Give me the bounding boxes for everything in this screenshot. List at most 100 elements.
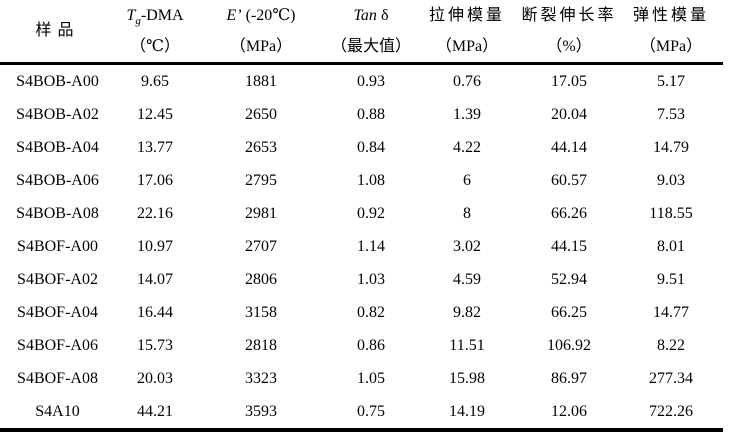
value-cell: 2650 xyxy=(245,105,277,123)
value-cell: 722.26 xyxy=(649,402,693,420)
sample-name-cell: S4BOF-A08 xyxy=(17,369,98,387)
value-cell: 0.84 xyxy=(357,138,385,156)
value-cell: 2806 xyxy=(245,270,277,288)
value-cell: 1.14 xyxy=(357,237,385,255)
value-cell: 1.05 xyxy=(357,369,385,387)
value-cell: 3593 xyxy=(245,402,277,420)
sample-name-cell: S4BOB-A04 xyxy=(16,138,99,156)
properties-data-table: 样品 Tg-DMA （℃） E’ (-20℃) （MPa） Tan δ （最大值… xyxy=(0,0,723,432)
table-row: S4BOF-A04 16.44 3158 0.82 9.82 66.25 14.77 xyxy=(0,296,723,329)
value-cell: 0.86 xyxy=(357,336,385,354)
value-cell: 52.94 xyxy=(551,270,587,288)
table-row: S4BOB-A02 12.45 2650 0.88 1.39 20.04 7.53 xyxy=(0,98,723,131)
table-row: S4BOF-A00 10.97 2707 1.14 3.02 44.15 8.01 xyxy=(0,230,723,263)
value-cell: 14.77 xyxy=(653,303,689,321)
col-header-elastic-modulus: 弹性模量 （MPa） xyxy=(619,0,723,65)
value-cell: 14.79 xyxy=(653,138,689,156)
value-cell: 44.15 xyxy=(551,237,587,255)
value-cell: 16.44 xyxy=(137,303,173,321)
value-cell: 8.01 xyxy=(657,237,685,255)
value-cell: 2653 xyxy=(245,138,277,156)
value-cell: 14.19 xyxy=(449,402,485,420)
sample-name-cell: S4BOF-A02 xyxy=(17,270,98,288)
value-cell: 14.07 xyxy=(137,270,173,288)
col-header-tan-delta-label: Tan δ xyxy=(353,7,389,24)
value-cell: 15.73 xyxy=(137,336,173,354)
value-cell: 3.02 xyxy=(453,237,481,255)
sample-name-cell: S4BOB-A02 xyxy=(16,105,99,123)
paper-table-container: 样品 Tg-DMA （℃） E’ (-20℃) （MPa） Tan δ （最大值… xyxy=(0,0,723,432)
value-cell: 0.76 xyxy=(453,72,481,90)
value-cell: 12.45 xyxy=(137,105,173,123)
value-cell: 2795 xyxy=(245,171,277,189)
col-header-tg-dma-label: Tg-DMA xyxy=(126,7,184,28)
value-cell: 2981 xyxy=(245,204,277,222)
value-cell: 277.34 xyxy=(649,369,693,387)
value-cell: 0.82 xyxy=(357,303,385,321)
value-cell: 1.39 xyxy=(453,105,481,123)
value-cell: 8.22 xyxy=(657,336,685,354)
col-header-elastic-modulus-unit: （MPa） xyxy=(639,38,703,55)
col-header-storage-modulus: E’ (-20℃) （MPa） xyxy=(195,0,327,65)
value-cell: 17.06 xyxy=(137,171,173,189)
value-cell: 2707 xyxy=(245,237,277,255)
value-cell: 7.53 xyxy=(657,105,685,123)
value-cell: 4.22 xyxy=(453,138,481,156)
sample-name-cell: S4BOB-A08 xyxy=(16,204,99,222)
table-row: S4BOF-A02 14.07 2806 1.03 4.59 52.94 9.51 xyxy=(0,263,723,296)
value-cell: 22.16 xyxy=(137,204,173,222)
value-cell: 66.26 xyxy=(551,204,587,222)
value-cell: 8 xyxy=(463,204,471,222)
value-cell: 12.06 xyxy=(551,402,587,420)
sample-name-cell: S4BOF-A04 xyxy=(17,303,98,321)
value-cell: 118.55 xyxy=(649,204,693,222)
value-cell: 1.08 xyxy=(357,171,385,189)
value-cell: 9.65 xyxy=(141,72,169,90)
table-row: S4BOB-A08 22.16 2981 0.92 8 66.26 118.55 xyxy=(0,197,723,230)
sample-name-cell: S4BOF-A06 xyxy=(17,336,98,354)
value-cell: 1.03 xyxy=(357,270,385,288)
value-cell: 4.59 xyxy=(453,270,481,288)
value-cell: 20.03 xyxy=(137,369,173,387)
value-cell: 6 xyxy=(463,171,471,189)
value-cell: 0.92 xyxy=(357,204,385,222)
col-header-storage-modulus-unit: （MPa） xyxy=(229,38,293,55)
table-row: S4BOB-A00 9.65 1881 0.93 0.76 17.05 5.17 xyxy=(0,64,723,99)
value-cell: 17.05 xyxy=(551,72,587,90)
value-cell: 66.25 xyxy=(551,303,587,321)
table-row: S4BOB-A06 17.06 2795 1.08 6 60.57 9.03 xyxy=(0,164,723,197)
table-row: S4BOB-A04 13.77 2653 0.84 4.22 44.14 14.79 xyxy=(0,131,723,164)
value-cell: 0.93 xyxy=(357,72,385,90)
col-header-sample: 样品 xyxy=(0,0,115,65)
value-cell: 44.21 xyxy=(137,402,173,420)
value-cell: 2818 xyxy=(245,336,277,354)
table-header: 样品 Tg-DMA （℃） E’ (-20℃) （MPa） Tan δ （最大值… xyxy=(0,0,723,65)
col-header-tan-delta-unit: （最大值） xyxy=(330,38,411,55)
value-cell: 10.97 xyxy=(137,237,173,255)
value-cell: 1881 xyxy=(245,72,277,90)
value-cell: 60.57 xyxy=(551,171,587,189)
col-header-tensile-modulus: 拉伸模量 （MPa） xyxy=(415,0,519,65)
value-cell: 44.14 xyxy=(551,138,587,156)
value-cell: 15.98 xyxy=(449,369,485,387)
table-row: S4BOF-A06 15.73 2818 0.86 11.51 106.92 8.22 xyxy=(0,329,723,362)
col-header-elongation-unit: （%） xyxy=(546,38,592,55)
col-header-tensile-modulus-unit: （MPa） xyxy=(435,38,499,55)
col-header-tensile-modulus-label: 拉伸模量 xyxy=(428,7,505,24)
col-header-tan-delta: Tan δ （最大值） xyxy=(327,0,415,65)
col-header-sample-label: 样品 xyxy=(35,22,80,39)
sample-name-cell: S4A10 xyxy=(35,402,80,420)
value-cell: 13.77 xyxy=(137,138,173,156)
value-cell: 5.17 xyxy=(657,72,685,90)
col-header-tg-dma: Tg-DMA （℃） xyxy=(115,0,195,65)
table-row: S4A10 44.21 3593 0.75 14.19 12.06 722.26 xyxy=(0,395,723,430)
value-cell: 3323 xyxy=(245,369,277,387)
value-cell: 20.04 xyxy=(551,105,587,123)
table-body: S4BOB-A00 9.65 1881 0.93 0.76 17.05 5.17 S4BOB-… xyxy=(0,64,723,431)
sample-name-cell: S4BOF-A00 xyxy=(17,237,98,255)
table-row: S4BOF-A08 20.03 3323 1.05 15.98 86.97 277.34 xyxy=(0,362,723,395)
value-cell: 11.51 xyxy=(449,336,485,354)
value-cell: 9.51 xyxy=(657,270,685,288)
value-cell: 106.92 xyxy=(547,336,591,354)
sample-name-cell: S4BOB-A06 xyxy=(16,171,99,189)
